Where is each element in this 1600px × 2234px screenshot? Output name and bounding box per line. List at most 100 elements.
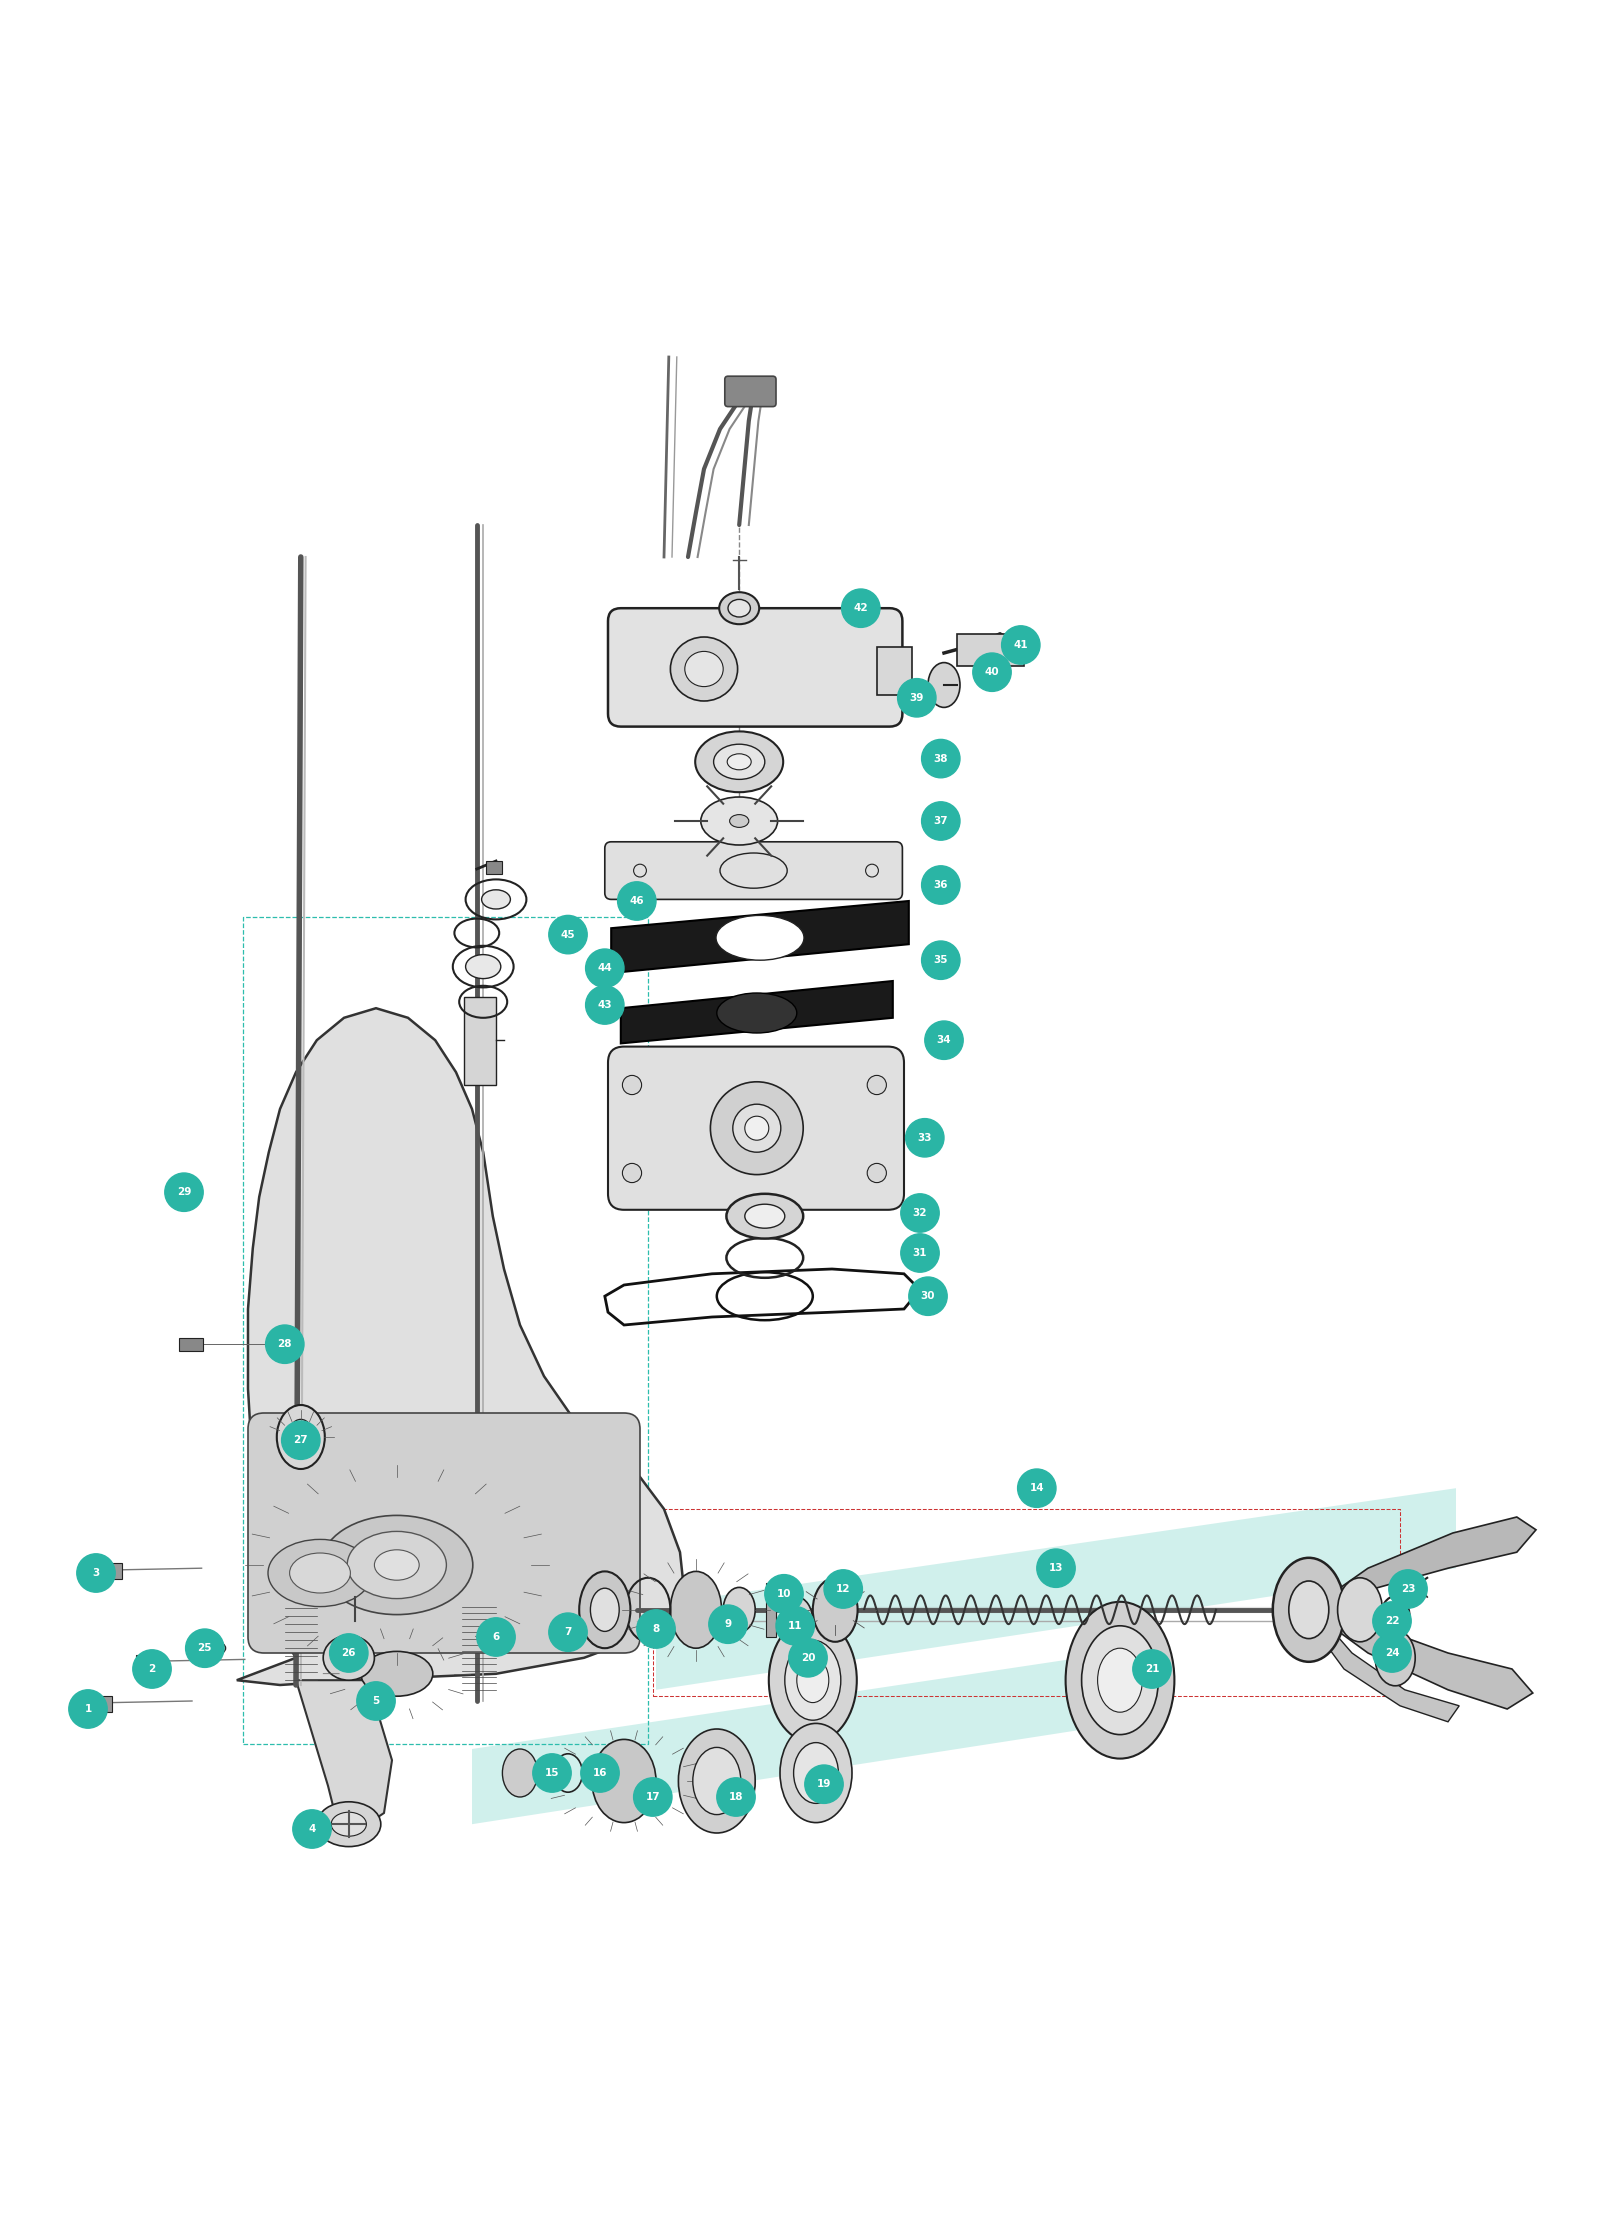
Text: 22: 22: [1384, 1615, 1400, 1626]
Text: 6: 6: [493, 1633, 499, 1642]
Bar: [766, 1582, 776, 1638]
Circle shape: [776, 1606, 814, 1644]
Circle shape: [842, 590, 880, 628]
Ellipse shape: [1098, 1649, 1142, 1711]
Ellipse shape: [1274, 1557, 1344, 1662]
Circle shape: [618, 882, 656, 920]
Circle shape: [634, 1778, 672, 1816]
Ellipse shape: [331, 1812, 366, 1836]
Ellipse shape: [733, 1104, 781, 1153]
Circle shape: [973, 652, 1011, 690]
Circle shape: [533, 1754, 571, 1792]
Ellipse shape: [701, 798, 778, 844]
Ellipse shape: [710, 1081, 803, 1175]
Ellipse shape: [726, 1193, 803, 1238]
Polygon shape: [621, 981, 893, 1043]
Ellipse shape: [720, 592, 760, 623]
FancyBboxPatch shape: [248, 1412, 640, 1653]
Text: 10: 10: [776, 1588, 792, 1600]
Bar: [486, 860, 502, 873]
Text: 12: 12: [835, 1584, 851, 1595]
Ellipse shape: [290, 1553, 350, 1593]
Ellipse shape: [781, 1597, 813, 1644]
FancyBboxPatch shape: [605, 842, 902, 900]
Text: 25: 25: [197, 1644, 213, 1653]
Ellipse shape: [206, 1642, 226, 1655]
Ellipse shape: [670, 637, 738, 701]
Circle shape: [898, 679, 936, 717]
Text: 33: 33: [917, 1133, 933, 1144]
Circle shape: [922, 802, 960, 840]
Ellipse shape: [728, 599, 750, 617]
Circle shape: [77, 1555, 115, 1593]
Ellipse shape: [320, 1515, 474, 1615]
Bar: [179, 1338, 203, 1352]
Ellipse shape: [867, 1075, 886, 1095]
Circle shape: [922, 867, 960, 905]
Circle shape: [549, 1613, 587, 1651]
Ellipse shape: [362, 1651, 432, 1696]
Ellipse shape: [347, 1530, 446, 1600]
Circle shape: [789, 1638, 827, 1678]
Text: 41: 41: [1013, 639, 1029, 650]
Text: 40: 40: [984, 668, 1000, 677]
Text: 16: 16: [592, 1767, 608, 1778]
Ellipse shape: [1376, 1631, 1416, 1687]
Ellipse shape: [685, 652, 723, 686]
Text: 23: 23: [1400, 1584, 1416, 1595]
Ellipse shape: [717, 916, 805, 961]
Ellipse shape: [794, 1743, 838, 1803]
Ellipse shape: [269, 1539, 371, 1606]
Text: 42: 42: [853, 603, 869, 612]
Circle shape: [824, 1571, 862, 1608]
Ellipse shape: [928, 663, 960, 708]
Text: 39: 39: [910, 693, 923, 704]
Text: 18: 18: [728, 1792, 744, 1803]
Circle shape: [765, 1575, 803, 1613]
Circle shape: [717, 1778, 755, 1816]
Bar: [464, 996, 496, 1086]
Text: 17: 17: [645, 1792, 661, 1803]
Ellipse shape: [374, 1550, 419, 1579]
Polygon shape: [1309, 1604, 1533, 1709]
Ellipse shape: [693, 1747, 741, 1814]
FancyBboxPatch shape: [608, 1046, 904, 1211]
Circle shape: [357, 1682, 395, 1720]
Circle shape: [922, 739, 960, 777]
Ellipse shape: [579, 1571, 630, 1649]
Ellipse shape: [784, 1640, 842, 1720]
Text: 30: 30: [920, 1291, 936, 1300]
Circle shape: [1133, 1649, 1171, 1689]
Circle shape: [69, 1689, 107, 1729]
Ellipse shape: [590, 1588, 619, 1631]
Text: 20: 20: [800, 1653, 816, 1662]
Ellipse shape: [723, 1588, 755, 1633]
Bar: [877, 646, 912, 695]
Text: 24: 24: [1384, 1649, 1400, 1658]
Ellipse shape: [323, 1635, 374, 1680]
Bar: [83, 1696, 112, 1711]
Text: 37: 37: [933, 815, 949, 827]
Ellipse shape: [797, 1658, 829, 1702]
Ellipse shape: [288, 1419, 314, 1454]
Polygon shape: [1309, 1517, 1536, 1611]
Polygon shape: [472, 1653, 1112, 1825]
Circle shape: [922, 941, 960, 978]
Text: 19: 19: [818, 1778, 830, 1789]
Ellipse shape: [781, 1722, 851, 1823]
Bar: [93, 1564, 122, 1579]
FancyBboxPatch shape: [608, 608, 902, 726]
Text: 5: 5: [373, 1696, 379, 1707]
Circle shape: [906, 1119, 944, 1157]
Ellipse shape: [730, 815, 749, 827]
Text: 7: 7: [565, 1626, 571, 1638]
Text: 46: 46: [629, 896, 645, 907]
Ellipse shape: [334, 1646, 363, 1669]
Circle shape: [549, 916, 587, 954]
Text: 34: 34: [936, 1034, 952, 1046]
Text: 11: 11: [787, 1622, 803, 1631]
Ellipse shape: [744, 1117, 768, 1139]
Ellipse shape: [867, 1164, 886, 1182]
Circle shape: [1373, 1633, 1411, 1673]
Circle shape: [901, 1193, 939, 1233]
